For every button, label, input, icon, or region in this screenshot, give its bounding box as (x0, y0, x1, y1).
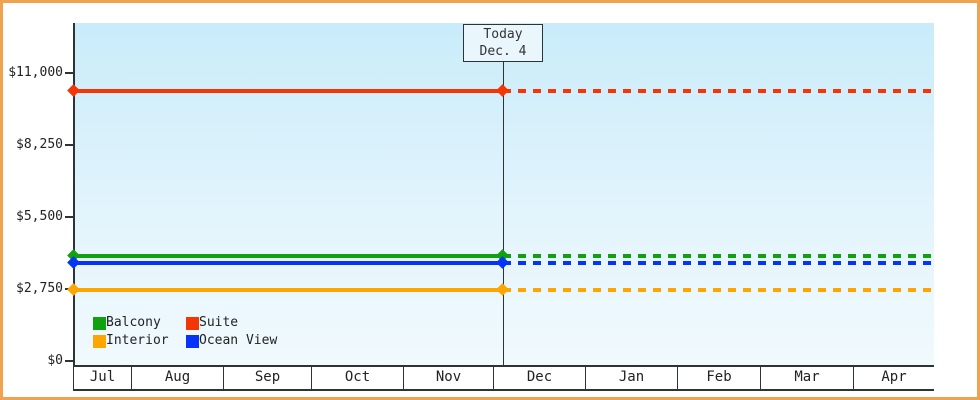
series-line-solid (75, 254, 503, 259)
month-cell-aug: Aug (131, 367, 223, 389)
month-cell-mar: Mar (760, 367, 853, 389)
series-line-solid (75, 288, 503, 293)
legend-label: Suite (199, 315, 239, 330)
series-line-dashed (503, 260, 934, 265)
legend-swatch (93, 334, 106, 348)
legend-swatch (186, 334, 199, 348)
today-label: Today (483, 27, 523, 42)
series-line-dashed (503, 254, 934, 259)
today-annotation: Today Dec. 4 (463, 24, 543, 62)
month-cell-nov: Nov (403, 367, 493, 389)
y-axis-line (73, 23, 75, 365)
month-cell-apr: Apr (853, 367, 934, 389)
legend-item-balcony[interactable]: Balcony (93, 314, 186, 332)
y-tick-mark (65, 360, 73, 362)
x-axis-month-row: Jul Aug Sep Oct Nov Dec Jan Feb Mar Apr (73, 365, 934, 391)
y-tick-label: $11,000 (8, 65, 63, 80)
legend-label: Ocean View (199, 333, 278, 348)
month-cell-oct: Oct (311, 367, 403, 389)
legend-swatch (186, 316, 199, 330)
month-cell-jan: Jan (585, 367, 677, 389)
y-tick-mark (65, 216, 73, 218)
series-line-solid (75, 260, 503, 265)
today-date: Dec. 4 (479, 44, 527, 59)
legend-item-suite[interactable]: Suite (186, 314, 277, 332)
y-tick-label: $8,250 (16, 137, 63, 152)
y-tick-label: $5,500 (16, 209, 63, 224)
y-tick-label: $2,750 (16, 281, 63, 296)
series-line-dashed (503, 288, 934, 293)
month-cell-sep: Sep (223, 367, 311, 389)
legend-label: Interior (106, 333, 169, 348)
legend-item-ocean-view[interactable]: Ocean View (186, 332, 277, 350)
legend-label: Balcony (106, 315, 161, 330)
legend-item-interior[interactable]: Interior (93, 332, 186, 350)
month-cell-dec: Dec (493, 367, 585, 389)
month-cell-jul: Jul (73, 367, 131, 389)
month-cell-feb: Feb (677, 367, 760, 389)
y-tick-mark (65, 144, 73, 146)
series-line-dashed (503, 88, 934, 93)
y-tick-label: $0 (47, 353, 63, 368)
legend: Balcony Suite Interior Ocean View (93, 314, 277, 350)
series-line-solid (75, 88, 503, 93)
y-tick-mark (65, 72, 73, 74)
legend-swatch (93, 316, 106, 330)
plot-area (75, 23, 934, 365)
today-vertical-line (503, 62, 504, 365)
